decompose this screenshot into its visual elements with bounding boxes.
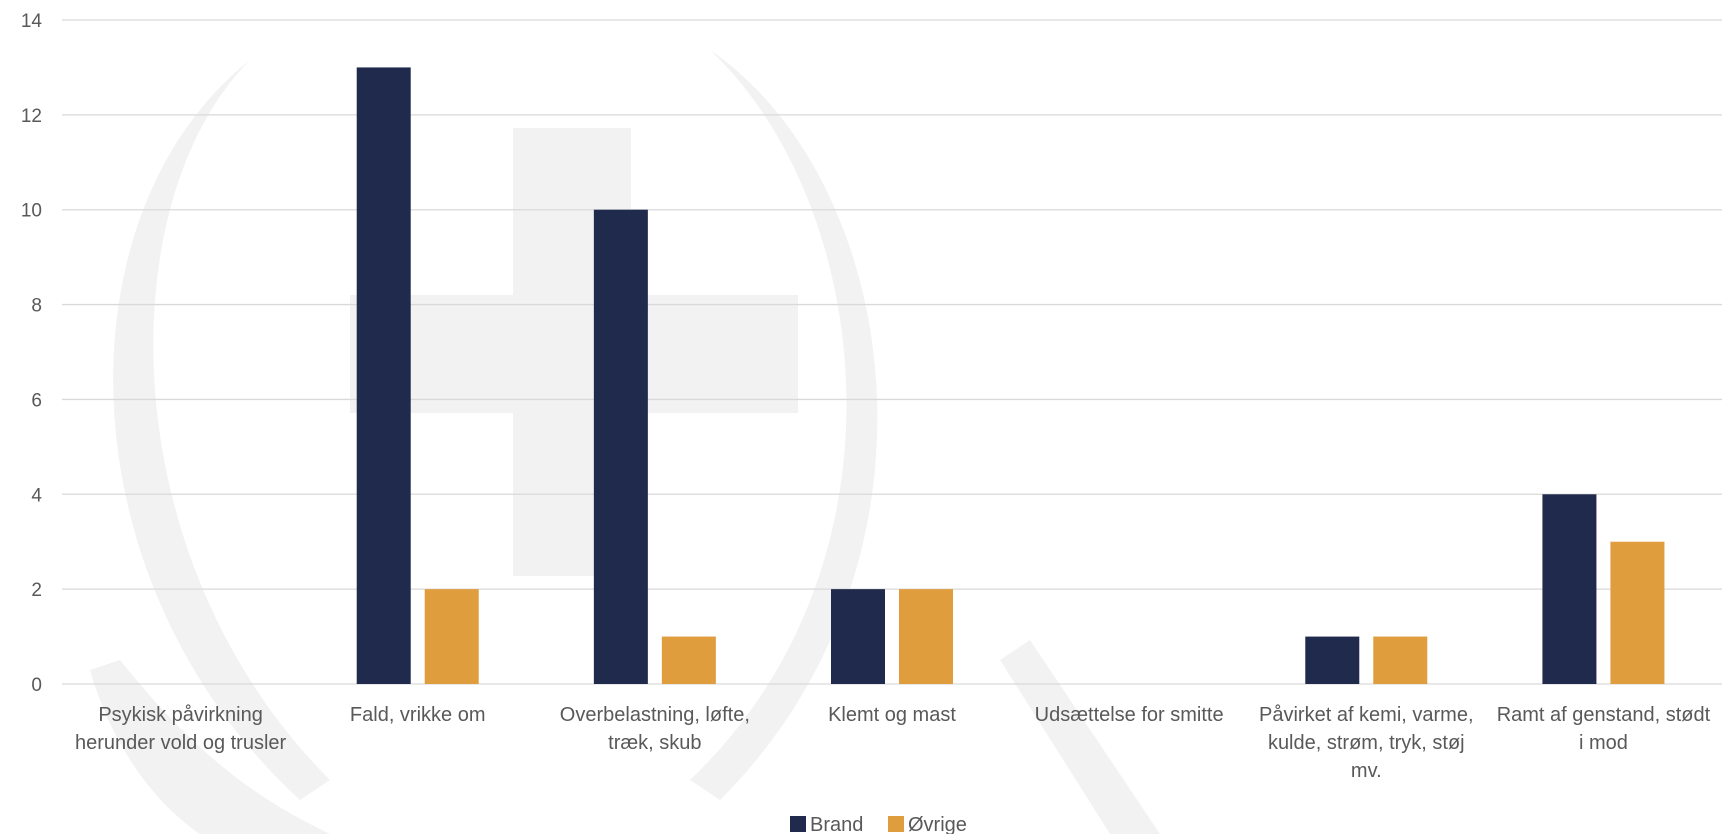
legend: Brand Øvrige — [790, 814, 967, 834]
x-category-label: Fald, vrikke om — [350, 704, 486, 726]
y-tick-label: 4 — [31, 485, 42, 506]
bar-brand — [1305, 636, 1360, 684]
y-tick-label: 2 — [31, 580, 42, 601]
x-category-label: Psykisk påvirkning — [98, 704, 263, 726]
legend-label: Øvrige — [908, 814, 967, 834]
y-tick-label: 12 — [21, 106, 42, 127]
bar-ovrige — [424, 589, 479, 684]
y-tick-label: 14 — [21, 11, 43, 32]
x-category-label: Ramt af genstand, stødt — [1497, 704, 1711, 726]
y-axis-ticks: 0 2 4 6 8 10 12 14 — [21, 11, 43, 696]
x-category-label: herunder vold og trusler — [75, 732, 287, 754]
bar-ovrige — [661, 636, 716, 684]
y-tick-label: 6 — [31, 390, 42, 411]
bar-ovrige — [899, 589, 953, 684]
bar-brand — [831, 589, 885, 684]
x-category-label: i mod — [1579, 732, 1628, 754]
y-tick-label: 10 — [21, 201, 42, 222]
legend-label: Brand — [810, 814, 863, 834]
x-category-label: træk, skub — [608, 732, 701, 754]
bar-ovrige — [1610, 541, 1665, 684]
legend-swatch — [888, 816, 904, 832]
x-category-label: kulde, strøm, tryk, støj — [1268, 732, 1465, 754]
watermark-emblem — [90, 50, 1160, 834]
y-tick-label: 8 — [31, 296, 42, 317]
bar-brand — [593, 209, 648, 684]
legend-swatch — [790, 816, 806, 832]
gridlines — [62, 19, 1722, 685]
bar-ovrige — [1373, 636, 1428, 684]
x-category-label: Overbelastning, løfte, — [560, 704, 750, 726]
x-category-label: mv. — [1351, 760, 1382, 782]
bar-brand — [1542, 494, 1597, 684]
x-axis-categories: Psykisk påvirkning herunder vold og trusl… — [75, 704, 1711, 782]
bars — [356, 67, 1665, 684]
x-category-label: Påvirket af kemi, varme, — [1259, 704, 1474, 726]
x-category-label: Klemt og mast — [828, 704, 956, 726]
y-tick-label: 0 — [31, 675, 42, 696]
x-category-label: Udsættelse for smitte — [1035, 704, 1224, 726]
bar-brand — [356, 67, 411, 684]
